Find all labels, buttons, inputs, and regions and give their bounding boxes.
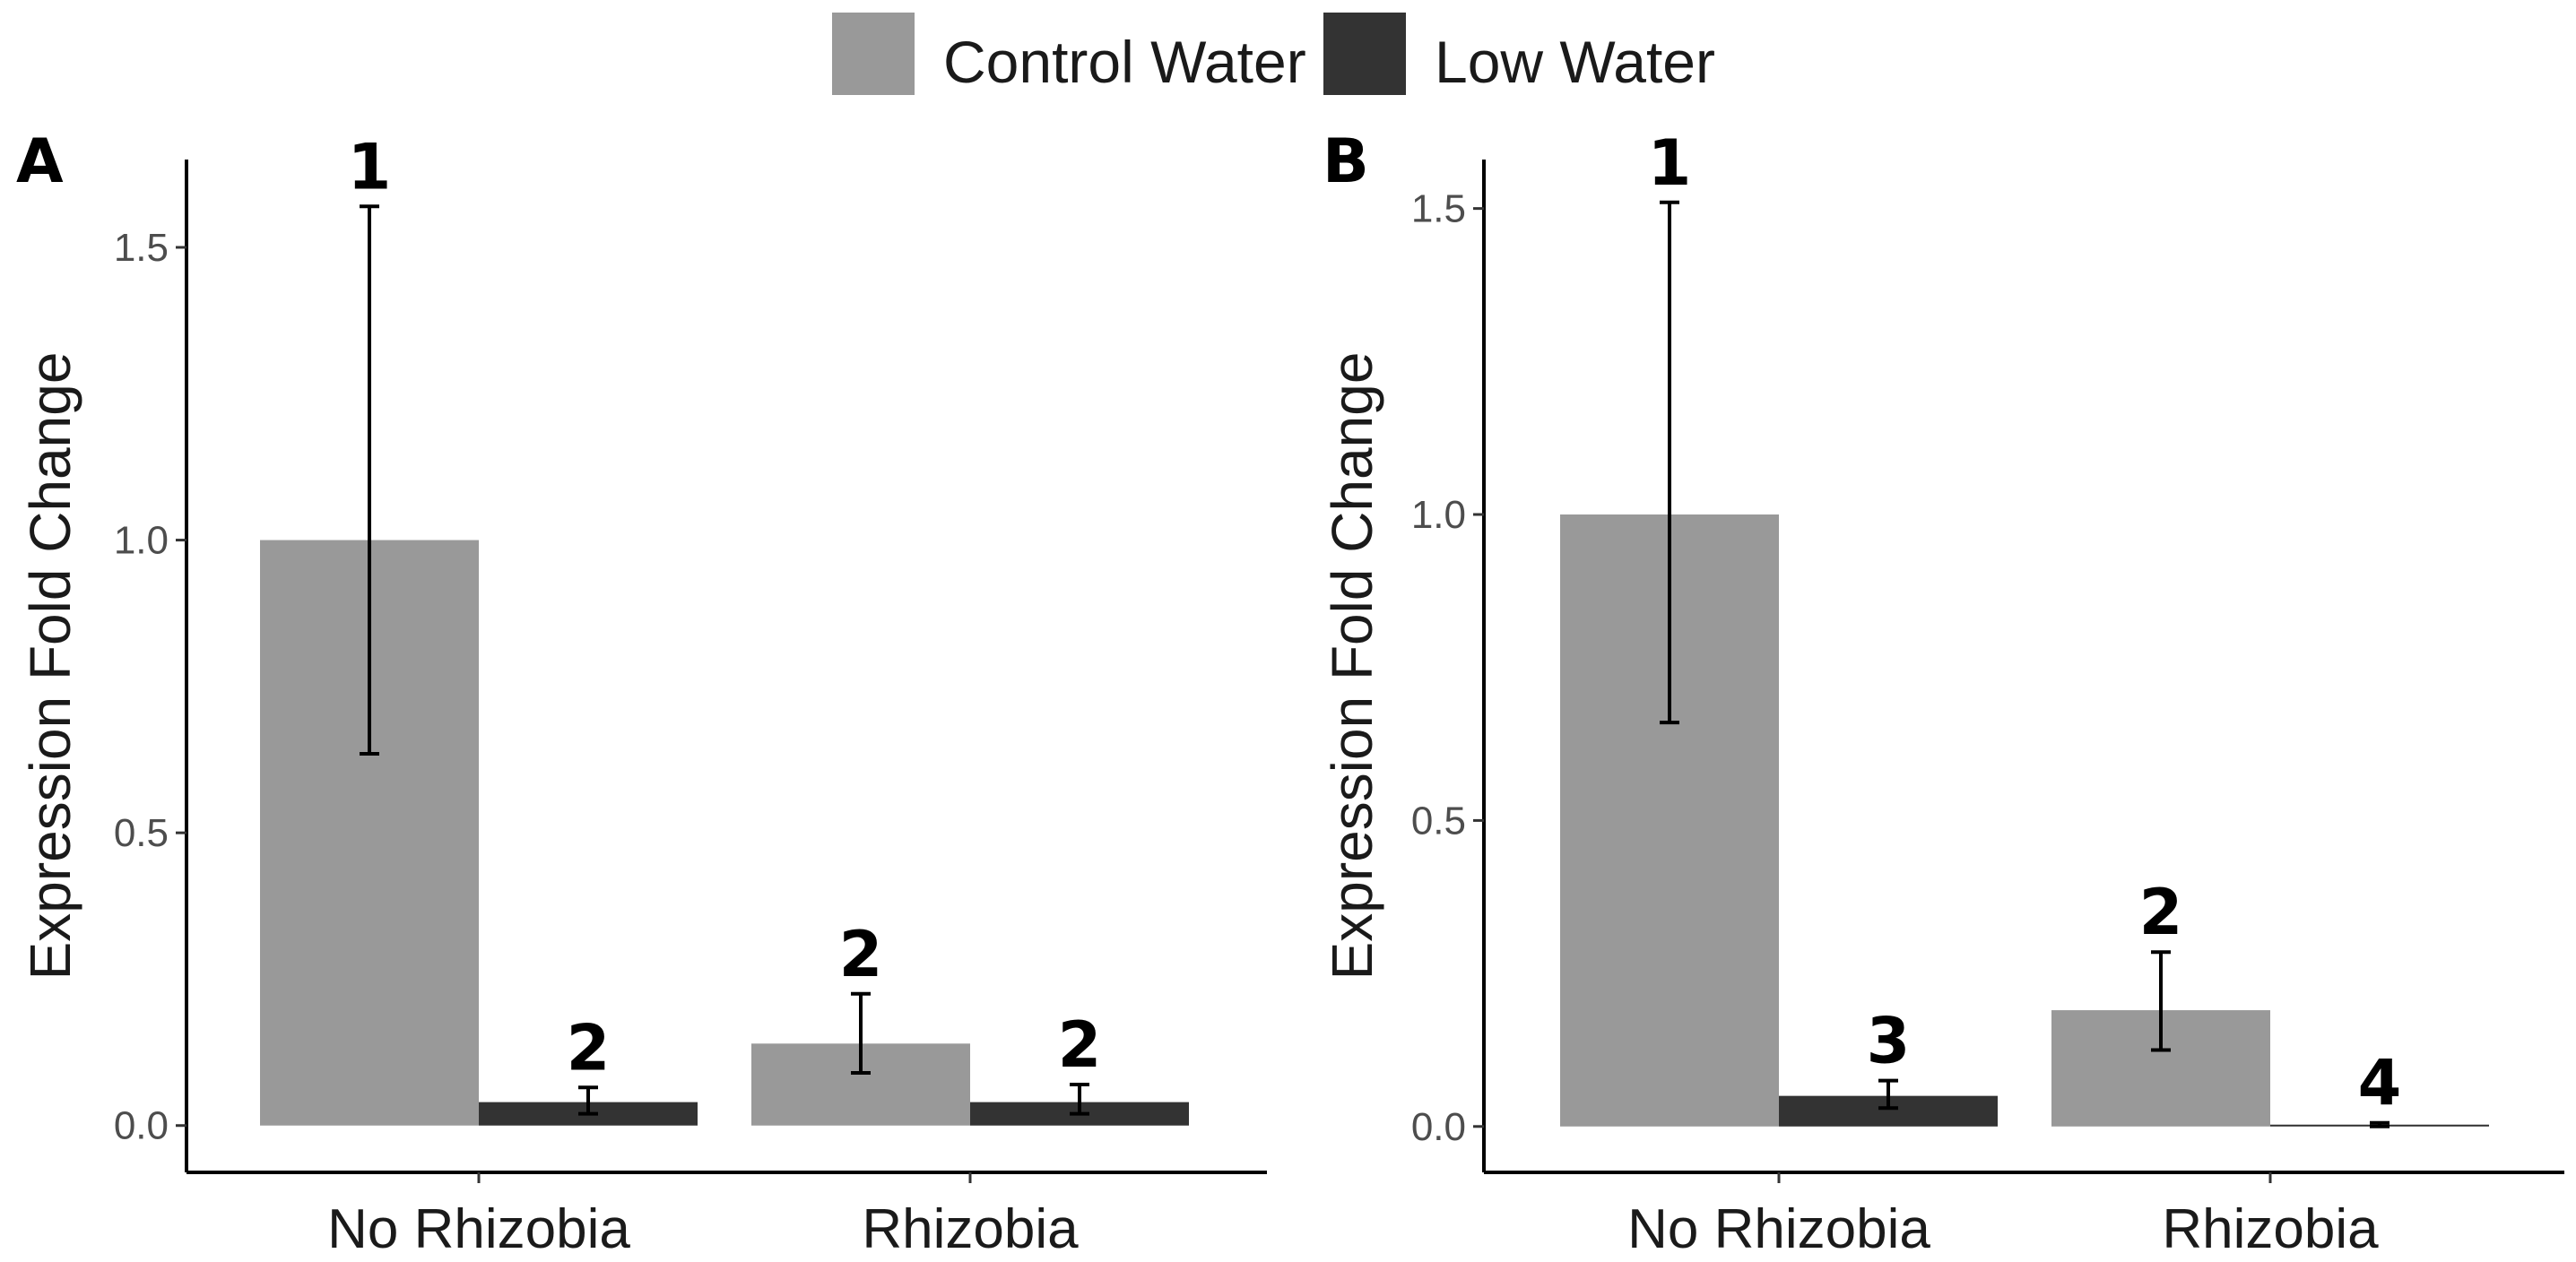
x-tick-label-A-0: No Rhizobia bbox=[327, 1198, 630, 1260]
y-tick-label-A-1: 0.5 bbox=[114, 811, 169, 855]
legend-label-1: Control Water bbox=[943, 29, 1306, 95]
panel-letter-A: A bbox=[16, 126, 64, 197]
significance-label-B-0-0: 1 bbox=[1648, 126, 1692, 200]
significance-label-A-0-1: 2 bbox=[839, 918, 883, 991]
x-tick-label-B-0: No Rhizobia bbox=[1627, 1198, 1930, 1260]
y-tick-label-A-3: 1.5 bbox=[114, 226, 169, 270]
y-tick-label-B-1: 0.5 bbox=[1411, 799, 1466, 843]
y-tick-label-A-0: 0.0 bbox=[114, 1104, 169, 1148]
y-tick-label-B-3: 1.5 bbox=[1411, 187, 1466, 231]
significance-label-B-1-0: 3 bbox=[1867, 1005, 1911, 1078]
y-axis-label-B: Expression Fold Change bbox=[1320, 352, 1384, 981]
significance-label-A-0-0: 1 bbox=[348, 130, 392, 203]
significance-label-A-1-0: 2 bbox=[567, 1011, 611, 1085]
y-tick-label-A-2: 1.0 bbox=[114, 519, 169, 563]
panel-letter-B: B bbox=[1323, 126, 1369, 197]
x-tick-label-B-1: Rhizobia bbox=[2162, 1198, 2379, 1260]
legend-swatch-1 bbox=[832, 13, 915, 95]
y-axis-label-A: Expression Fold Change bbox=[18, 352, 82, 981]
significance-label-B-0-1: 2 bbox=[2139, 876, 2183, 949]
y-tick-label-B-2: 1.0 bbox=[1411, 493, 1466, 537]
y-tick-label-B-0: 0.0 bbox=[1411, 1105, 1466, 1149]
legend-swatch-2 bbox=[1323, 13, 1406, 95]
significance-label-A-1-1: 2 bbox=[1058, 1008, 1102, 1082]
significance-label-B-1-1: 4 bbox=[2358, 1047, 2402, 1120]
legend-label-2: Low Water bbox=[1435, 29, 1715, 95]
x-tick-label-A-1: Rhizobia bbox=[862, 1198, 1079, 1260]
